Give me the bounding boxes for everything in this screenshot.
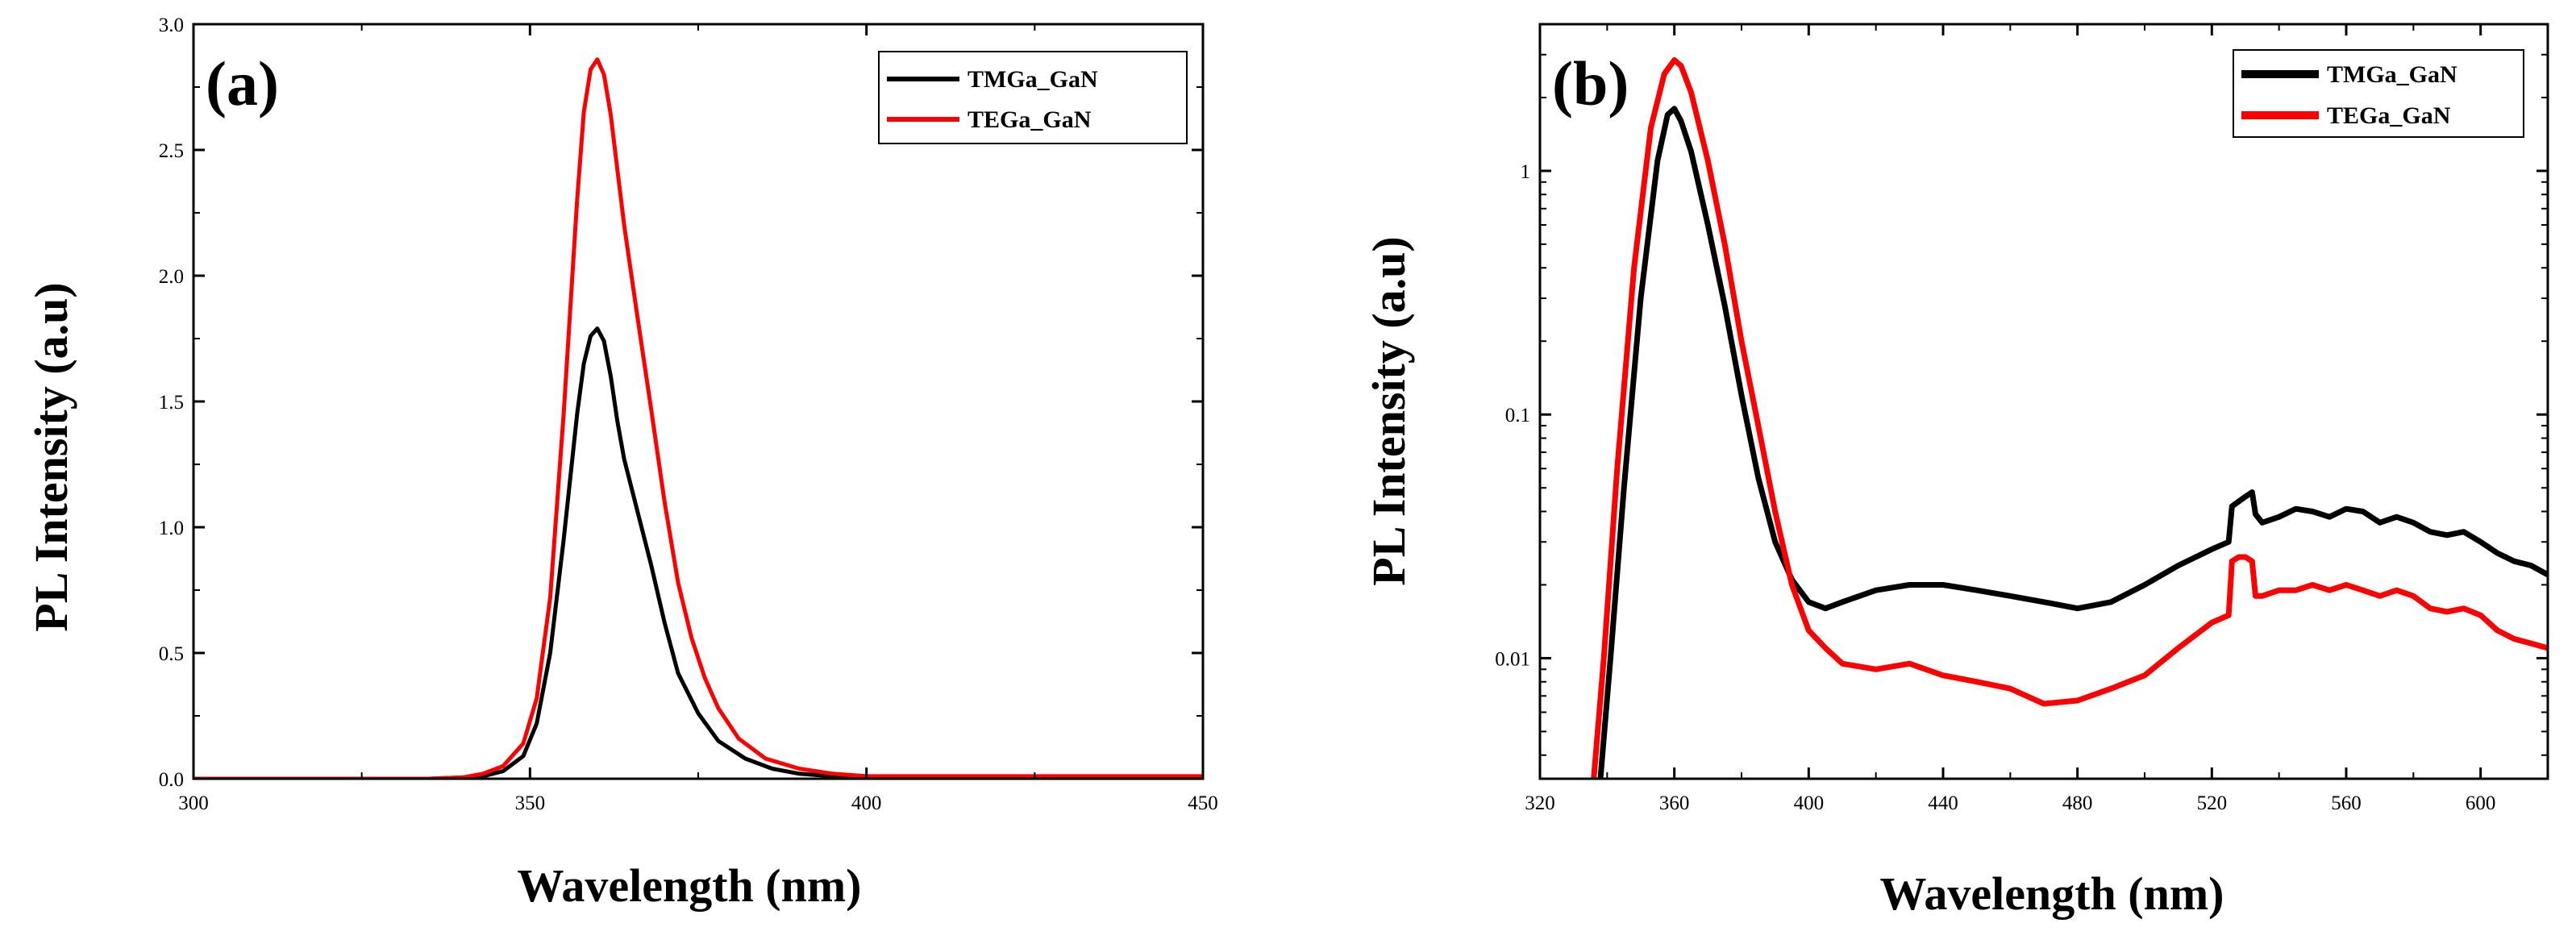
panel-b-x-tick-label: 480 bbox=[2062, 792, 2093, 814]
panel-a-series-tmga-gan-line bbox=[194, 326, 1203, 779]
panel-b-series-tmga-gan-line bbox=[1597, 106, 2548, 779]
panel-a-x-tick-label: 400 bbox=[851, 792, 882, 814]
panel-a-y-tick-label: 1.5 bbox=[159, 392, 184, 414]
panel-a-label: (a) bbox=[206, 48, 279, 119]
panel-a-y-tick-label: 1.0 bbox=[159, 518, 184, 539]
panel-a-legend-label-tmga: TMGa_GaN bbox=[968, 66, 1098, 93]
panel-a-series-tega-gan-line bbox=[194, 57, 1203, 779]
panel-a-legend-box bbox=[878, 51, 1188, 144]
panel-a-ylabel: PL Intensity (a.u) bbox=[25, 282, 77, 631]
panel-b-x-tick-label: 600 bbox=[2466, 792, 2496, 814]
panel-a-x-tick-label: 350 bbox=[515, 792, 546, 814]
panel-b-plot-area bbox=[1591, 57, 2548, 779]
panel-b-y-tick-label: 0.01 bbox=[1495, 648, 1530, 670]
panel-b-legend-box bbox=[2233, 49, 2524, 138]
panel-b-y-tick-label: 0.1 bbox=[1505, 405, 1530, 426]
panel-a-xlabel: Wavelength (nm) bbox=[518, 859, 862, 912]
panel-b-legend: TMGa_GaN TEGa_GaN bbox=[2233, 49, 2524, 138]
panel-b-ylabel: PL Intensity (a.u) bbox=[1363, 236, 1415, 585]
panel-a-y-tick-label: 0.5 bbox=[159, 643, 184, 665]
panel-b-legend-label-tmga: TMGa_GaN bbox=[2327, 61, 2457, 88]
panel-b-series-tega-gan-line bbox=[1591, 57, 2548, 779]
panel-a-legend: TMGa_GaN TEGa_GaN bbox=[878, 51, 1188, 144]
panel-b: (b) Wavelength (nm) PL Intensity (a.u) T… bbox=[1363, 23, 2549, 920]
panel-b-legend-label-tega: TEGa_GaN bbox=[2327, 102, 2451, 129]
panel-a: (a) Wavelength (nm) PL Intensity (a.u) T… bbox=[25, 15, 1218, 912]
panel-a-x-tick-label: 300 bbox=[178, 792, 209, 814]
panel-b-x-tick-label: 360 bbox=[1659, 792, 1690, 814]
panel-a-plot-area bbox=[194, 57, 1203, 779]
panel-a-y-tick-label: 0.0 bbox=[159, 769, 184, 791]
panel-b-x-tick-label: 400 bbox=[1794, 792, 1825, 814]
panel-a-y-tick-label: 2.5 bbox=[159, 140, 184, 162]
panel-a-y-tick-label: 3.0 bbox=[159, 15, 184, 36]
panel-b-y-tick-label: 1 bbox=[1521, 161, 1531, 183]
panel-b-x-tick-label: 320 bbox=[1525, 792, 1555, 814]
panel-a-legend-label-tega: TEGa_GaN bbox=[968, 106, 1092, 133]
panel-b-xlabel: Wavelength (nm) bbox=[1880, 867, 2224, 920]
panel-b-label: (b) bbox=[1552, 48, 1629, 119]
panel-b-axes-frame bbox=[1538, 23, 2549, 780]
panel-a-y-tick-label: 2.0 bbox=[159, 266, 184, 288]
panel-b-x-tick-label: 440 bbox=[1928, 792, 1958, 814]
panel-b-x-tick-label: 560 bbox=[2331, 792, 2362, 814]
panel-a-x-tick-label: 450 bbox=[1188, 792, 1218, 814]
panel-b-x-tick-label: 520 bbox=[2197, 792, 2228, 814]
